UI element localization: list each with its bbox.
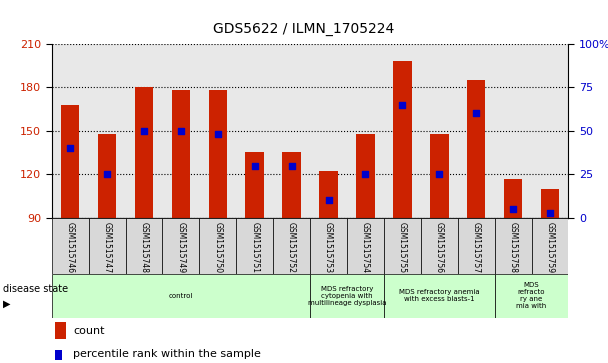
Bar xyxy=(310,274,384,318)
Point xyxy=(287,163,297,168)
Bar xyxy=(89,218,125,274)
Bar xyxy=(135,87,153,218)
Point xyxy=(176,128,186,134)
Bar xyxy=(504,179,522,218)
Bar xyxy=(199,218,237,274)
Bar xyxy=(495,218,531,274)
Bar xyxy=(541,189,559,218)
Point xyxy=(471,110,481,116)
Bar xyxy=(61,105,80,218)
Point xyxy=(65,145,75,151)
Bar xyxy=(421,218,458,274)
Point xyxy=(323,197,333,203)
Text: percentile rank within the sample: percentile rank within the sample xyxy=(74,350,261,359)
Bar xyxy=(98,134,116,218)
Bar xyxy=(209,90,227,218)
Text: disease state: disease state xyxy=(3,284,68,294)
Bar xyxy=(310,218,347,274)
Bar xyxy=(246,152,264,218)
Bar xyxy=(467,80,485,218)
Bar xyxy=(52,218,89,274)
Text: control: control xyxy=(168,293,193,299)
Text: ▶: ▶ xyxy=(3,299,10,309)
Text: GDS5622 / ILMN_1705224: GDS5622 / ILMN_1705224 xyxy=(213,22,395,36)
Bar xyxy=(282,152,301,218)
Bar xyxy=(384,274,495,318)
Bar xyxy=(52,274,310,318)
Point xyxy=(508,206,518,212)
Bar xyxy=(319,171,338,218)
Text: GSM1515746: GSM1515746 xyxy=(66,222,75,273)
Text: GSM1515759: GSM1515759 xyxy=(545,222,554,273)
Text: MDS
refracto
ry ane
mia with: MDS refracto ry ane mia with xyxy=(516,282,547,309)
Bar xyxy=(347,218,384,274)
Text: GSM1515756: GSM1515756 xyxy=(435,222,444,273)
Bar xyxy=(55,350,61,360)
Point xyxy=(139,128,149,134)
Point xyxy=(434,171,444,177)
Text: MDS refractory
cytopenia with
multilineage dysplasia: MDS refractory cytopenia with multilinea… xyxy=(308,286,386,306)
Text: GSM1515752: GSM1515752 xyxy=(287,222,296,273)
Text: GSM1515747: GSM1515747 xyxy=(103,222,111,273)
Point xyxy=(250,163,260,168)
Point xyxy=(361,171,370,177)
Point xyxy=(398,102,407,107)
Point xyxy=(213,131,223,137)
Point xyxy=(545,210,555,216)
Bar xyxy=(273,218,310,274)
Text: GSM1515758: GSM1515758 xyxy=(509,222,517,273)
Text: GSM1515753: GSM1515753 xyxy=(324,222,333,273)
Bar xyxy=(531,218,568,274)
Bar xyxy=(356,134,375,218)
Bar xyxy=(55,322,66,339)
Bar xyxy=(430,134,449,218)
Bar xyxy=(125,218,162,274)
Bar xyxy=(458,218,495,274)
Bar xyxy=(495,274,568,318)
Text: GSM1515750: GSM1515750 xyxy=(213,222,223,273)
Bar xyxy=(384,218,421,274)
Text: GSM1515757: GSM1515757 xyxy=(472,222,481,273)
Point xyxy=(102,171,112,177)
Bar xyxy=(393,61,412,218)
Text: GSM1515749: GSM1515749 xyxy=(176,222,185,273)
Text: MDS refractory anemia
with excess blasts-1: MDS refractory anemia with excess blasts… xyxy=(399,289,480,302)
Text: GSM1515754: GSM1515754 xyxy=(361,222,370,273)
Bar xyxy=(162,218,199,274)
Text: count: count xyxy=(74,326,105,336)
Text: GSM1515748: GSM1515748 xyxy=(139,222,148,273)
Bar xyxy=(171,90,190,218)
Text: GSM1515751: GSM1515751 xyxy=(250,222,259,273)
Text: GSM1515755: GSM1515755 xyxy=(398,222,407,273)
Bar xyxy=(237,218,273,274)
